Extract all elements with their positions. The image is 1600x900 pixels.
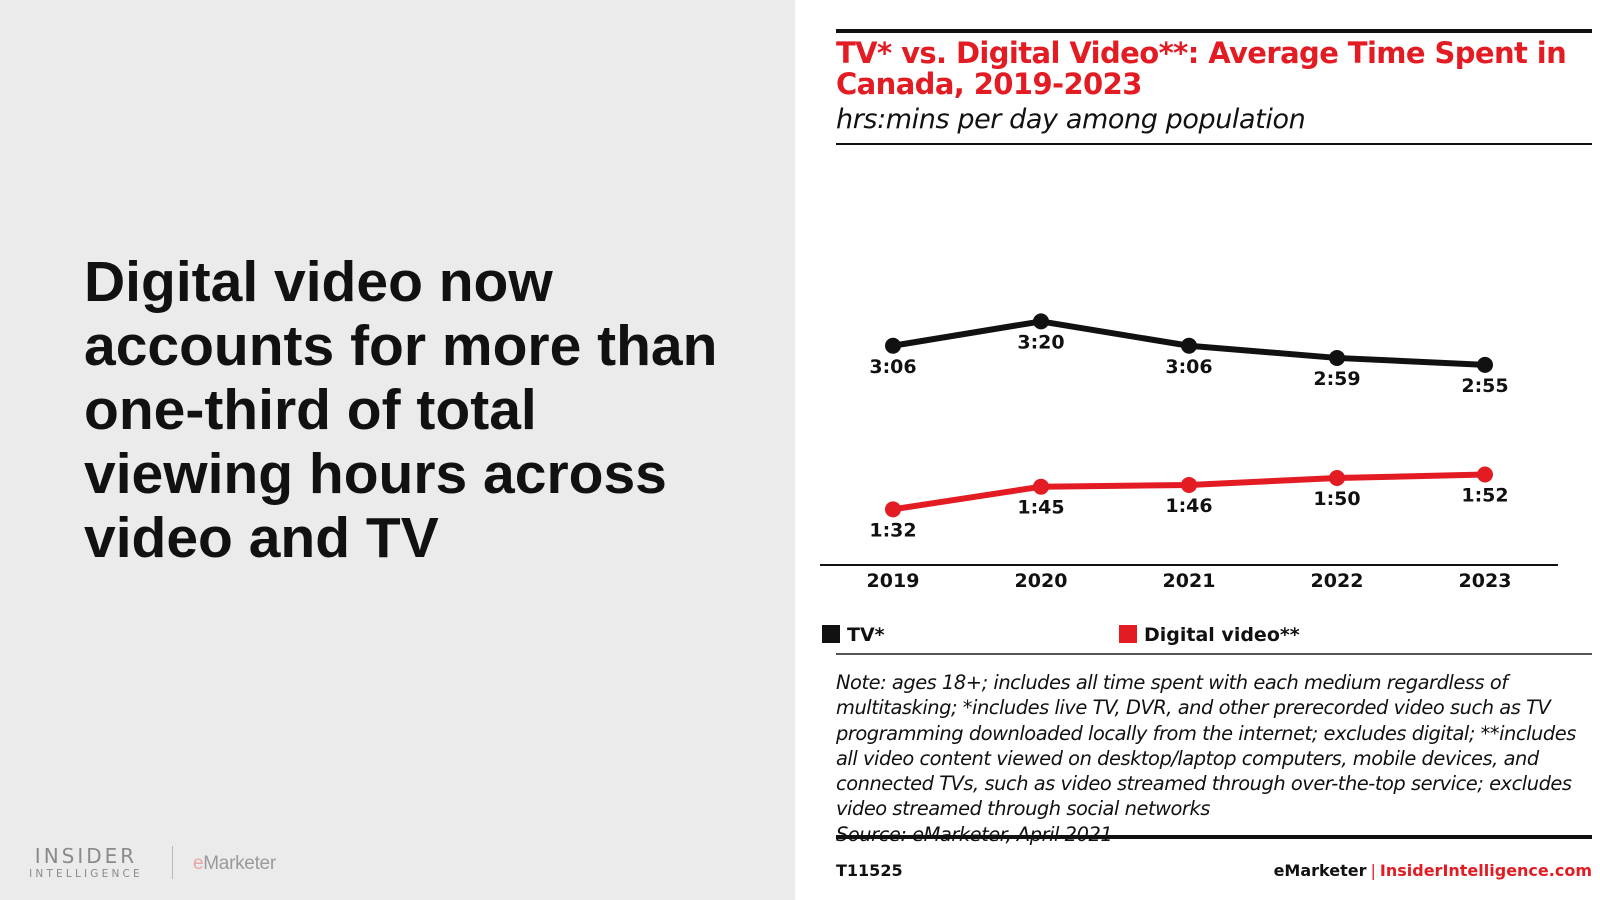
emarketer-logo-rest: Marketer <box>203 853 276 874</box>
legend-tv: TV* <box>822 624 885 646</box>
insider-logo-bottom: INTELLIGENCE <box>29 868 143 880</box>
chart-subtitle: hrs:mins per day among population <box>836 104 1306 135</box>
legend-swatch-tv <box>822 625 840 643</box>
chart-panel <box>795 0 1600 900</box>
legend-digital: Digital video** <box>1119 624 1300 646</box>
emarketer-logo: eMarketer <box>193 853 276 875</box>
bottom-rule <box>836 835 1592 839</box>
source-text: Source: eMarketer, April 2021 <box>836 823 1113 846</box>
title-rule <box>836 143 1592 145</box>
footer-brand-emarketer: eMarketer <box>1273 861 1367 880</box>
legend-label-tv: TV* <box>847 624 885 646</box>
footer-brand-insider: InsiderIntelligence.com <box>1379 861 1592 880</box>
logo-divider <box>172 846 173 879</box>
legend-label-digital: Digital video** <box>1144 624 1300 646</box>
emarketer-logo-e: e <box>193 853 204 874</box>
note-text: Note: ages 18+; includes all time spent … <box>836 671 1576 821</box>
chart-note: Note: ages 18+; includes all time spent … <box>836 670 1592 847</box>
headline: Digital video now accounts for more than… <box>84 250 718 570</box>
insider-intelligence-logo: INSIDER INTELLIGENCE <box>22 846 150 880</box>
insider-logo-top: INSIDER <box>34 844 138 868</box>
chart-title: TV* vs. Digital Video**: Average Time Sp… <box>836 36 1567 101</box>
chart-id: T11525 <box>836 861 903 880</box>
footer-brand-separator: | <box>1370 861 1376 880</box>
footer-brand: eMarketer | InsiderIntelligence.com <box>1274 861 1592 880</box>
top-rule <box>836 29 1592 33</box>
legend-swatch-digital <box>1119 625 1137 643</box>
left-panel <box>0 0 795 900</box>
note-rule <box>836 653 1592 655</box>
